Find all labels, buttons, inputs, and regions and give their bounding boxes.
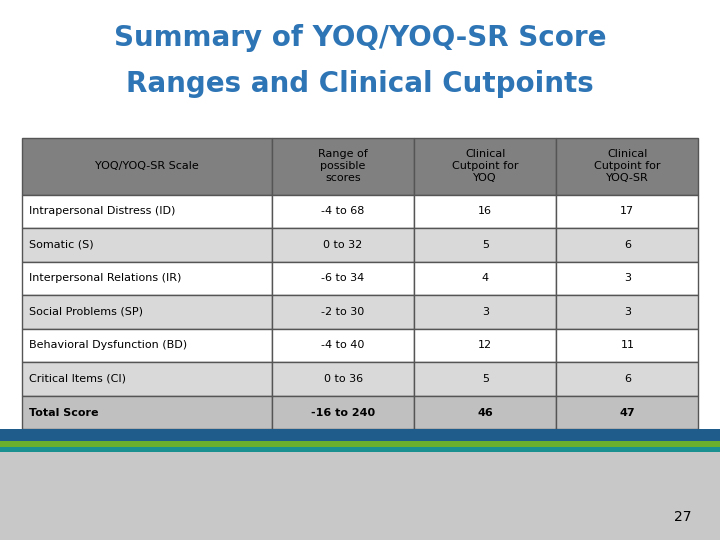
Bar <box>22 228 272 262</box>
Bar <box>557 362 698 396</box>
Bar <box>557 194 698 228</box>
Text: Total Score: Total Score <box>29 408 99 417</box>
Text: 0 to 36: 0 to 36 <box>323 374 363 384</box>
Bar <box>0 441 720 447</box>
Bar <box>22 362 272 396</box>
Text: Clinical
Cutpoint for
YOQ-SR: Clinical Cutpoint for YOQ-SR <box>594 149 660 183</box>
Text: -4 to 40: -4 to 40 <box>321 340 365 350</box>
Bar <box>0 429 720 441</box>
Bar <box>272 138 414 194</box>
Bar <box>557 396 698 429</box>
Bar <box>557 261 698 295</box>
Bar <box>272 362 414 396</box>
Text: 12: 12 <box>478 340 492 350</box>
Text: 3: 3 <box>624 307 631 317</box>
Bar <box>272 329 414 362</box>
Text: -16 to 240: -16 to 240 <box>311 408 375 417</box>
Bar <box>0 447 720 452</box>
Text: Summary of YOQ/YOQ-SR Score: Summary of YOQ/YOQ-SR Score <box>114 24 606 52</box>
Text: YOQ/YOQ-SR Scale: YOQ/YOQ-SR Scale <box>95 161 199 171</box>
Bar <box>22 329 272 362</box>
Text: 47: 47 <box>619 408 635 417</box>
Text: 5: 5 <box>482 374 489 384</box>
Bar <box>272 261 414 295</box>
Bar <box>557 295 698 329</box>
Bar <box>22 138 272 194</box>
Text: Intrapersonal Distress (ID): Intrapersonal Distress (ID) <box>29 206 175 217</box>
Bar <box>272 194 414 228</box>
Bar <box>22 396 272 429</box>
Text: 11: 11 <box>621 340 634 350</box>
Text: Social Problems (SP): Social Problems (SP) <box>29 307 143 317</box>
Bar <box>22 194 272 228</box>
Text: 27: 27 <box>674 510 691 524</box>
Text: -2 to 30: -2 to 30 <box>321 307 365 317</box>
Text: Critical Items (CI): Critical Items (CI) <box>29 374 126 384</box>
Bar <box>557 329 698 362</box>
Bar <box>0 452 720 540</box>
Text: -6 to 34: -6 to 34 <box>321 273 365 284</box>
Text: 17: 17 <box>620 206 634 217</box>
Text: Ranges and Clinical Cutpoints: Ranges and Clinical Cutpoints <box>126 70 594 98</box>
Text: 3: 3 <box>624 273 631 284</box>
Bar <box>22 261 272 295</box>
Text: -4 to 68: -4 to 68 <box>321 206 365 217</box>
Bar <box>557 138 698 194</box>
Text: 0 to 32: 0 to 32 <box>323 240 363 250</box>
Bar <box>414 295 557 329</box>
Bar <box>272 228 414 262</box>
Bar <box>414 228 557 262</box>
Bar <box>22 295 272 329</box>
Text: 46: 46 <box>477 408 493 417</box>
Bar <box>414 261 557 295</box>
Bar <box>414 329 557 362</box>
Bar <box>557 228 698 262</box>
Text: Range of
possible
scores: Range of possible scores <box>318 149 368 183</box>
Text: Interpersonal Relations (IR): Interpersonal Relations (IR) <box>29 273 181 284</box>
Text: Clinical
Cutpoint for
YOQ: Clinical Cutpoint for YOQ <box>452 149 518 183</box>
Bar <box>414 396 557 429</box>
Text: 6: 6 <box>624 240 631 250</box>
Text: 4: 4 <box>482 273 489 284</box>
Text: 6: 6 <box>624 374 631 384</box>
Text: 16: 16 <box>478 206 492 217</box>
Bar <box>414 138 557 194</box>
Text: 3: 3 <box>482 307 489 317</box>
Bar <box>414 362 557 396</box>
Text: Somatic (S): Somatic (S) <box>29 240 94 250</box>
Bar <box>414 194 557 228</box>
Text: Behavioral Dysfunction (BD): Behavioral Dysfunction (BD) <box>29 340 187 350</box>
Bar <box>272 396 414 429</box>
Bar <box>272 295 414 329</box>
Text: 5: 5 <box>482 240 489 250</box>
